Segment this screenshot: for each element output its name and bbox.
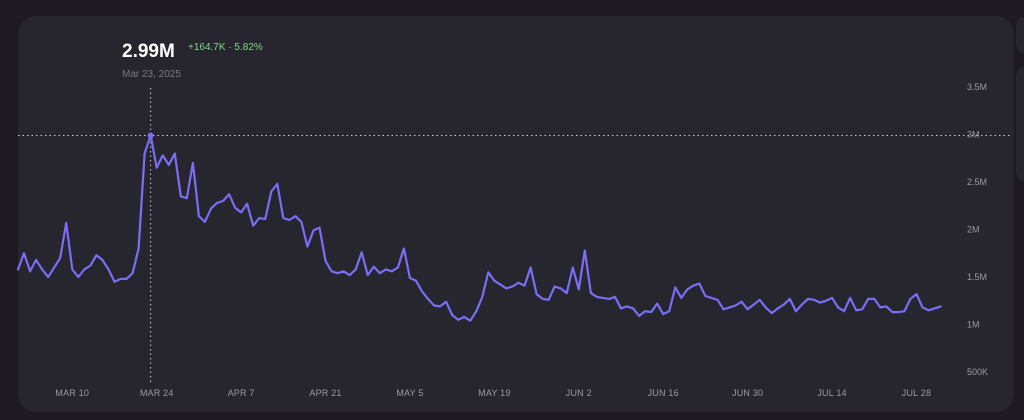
x-axis: MAR 10 MAR 24 APR 7 APR 21 MAY 5 MAY 19 JUN 2 J… <box>55 388 931 398</box>
y-axis: 3.5M 3M 2.5M 2M 1.5M 1M 500K <box>967 82 988 377</box>
y-tick-label: 3.5M <box>967 82 987 92</box>
x-tick-label: JUN 16 <box>648 388 679 398</box>
y-tick-label: 2M <box>967 225 980 235</box>
y-tick-label: 3M <box>967 130 980 140</box>
series-line <box>16 134 942 322</box>
hover-change: +164.7K · 5.82% <box>188 42 263 53</box>
hover-date: Mar 23, 2025 <box>122 69 181 80</box>
right-side-card-top <box>1016 16 1024 54</box>
y-tick-label: 1.5M <box>967 272 987 282</box>
hover-value: 2.99M <box>122 41 175 62</box>
x-tick-label: MAR 10 <box>55 388 89 398</box>
x-tick-label: JUL 14 <box>817 388 846 398</box>
chart-panel <box>18 16 1014 412</box>
hover-point <box>147 132 154 139</box>
x-tick-label: APR 21 <box>309 388 341 398</box>
x-tick-label: MAY 5 <box>396 388 423 398</box>
y-tick-label: 1M <box>967 320 980 330</box>
x-tick-label: JUN 2 <box>566 388 592 398</box>
y-tick-label: 500K <box>967 367 988 377</box>
x-tick-label: JUN 30 <box>732 388 763 398</box>
x-tick-label: MAY 19 <box>478 388 510 398</box>
right-side-card-middle <box>1016 66 1024 182</box>
x-tick-label: APR 7 <box>228 388 255 398</box>
x-tick-label: MAR 24 <box>140 388 174 398</box>
x-tick-label: JUL 28 <box>902 388 931 398</box>
y-tick-label: 2.5M <box>967 177 987 187</box>
